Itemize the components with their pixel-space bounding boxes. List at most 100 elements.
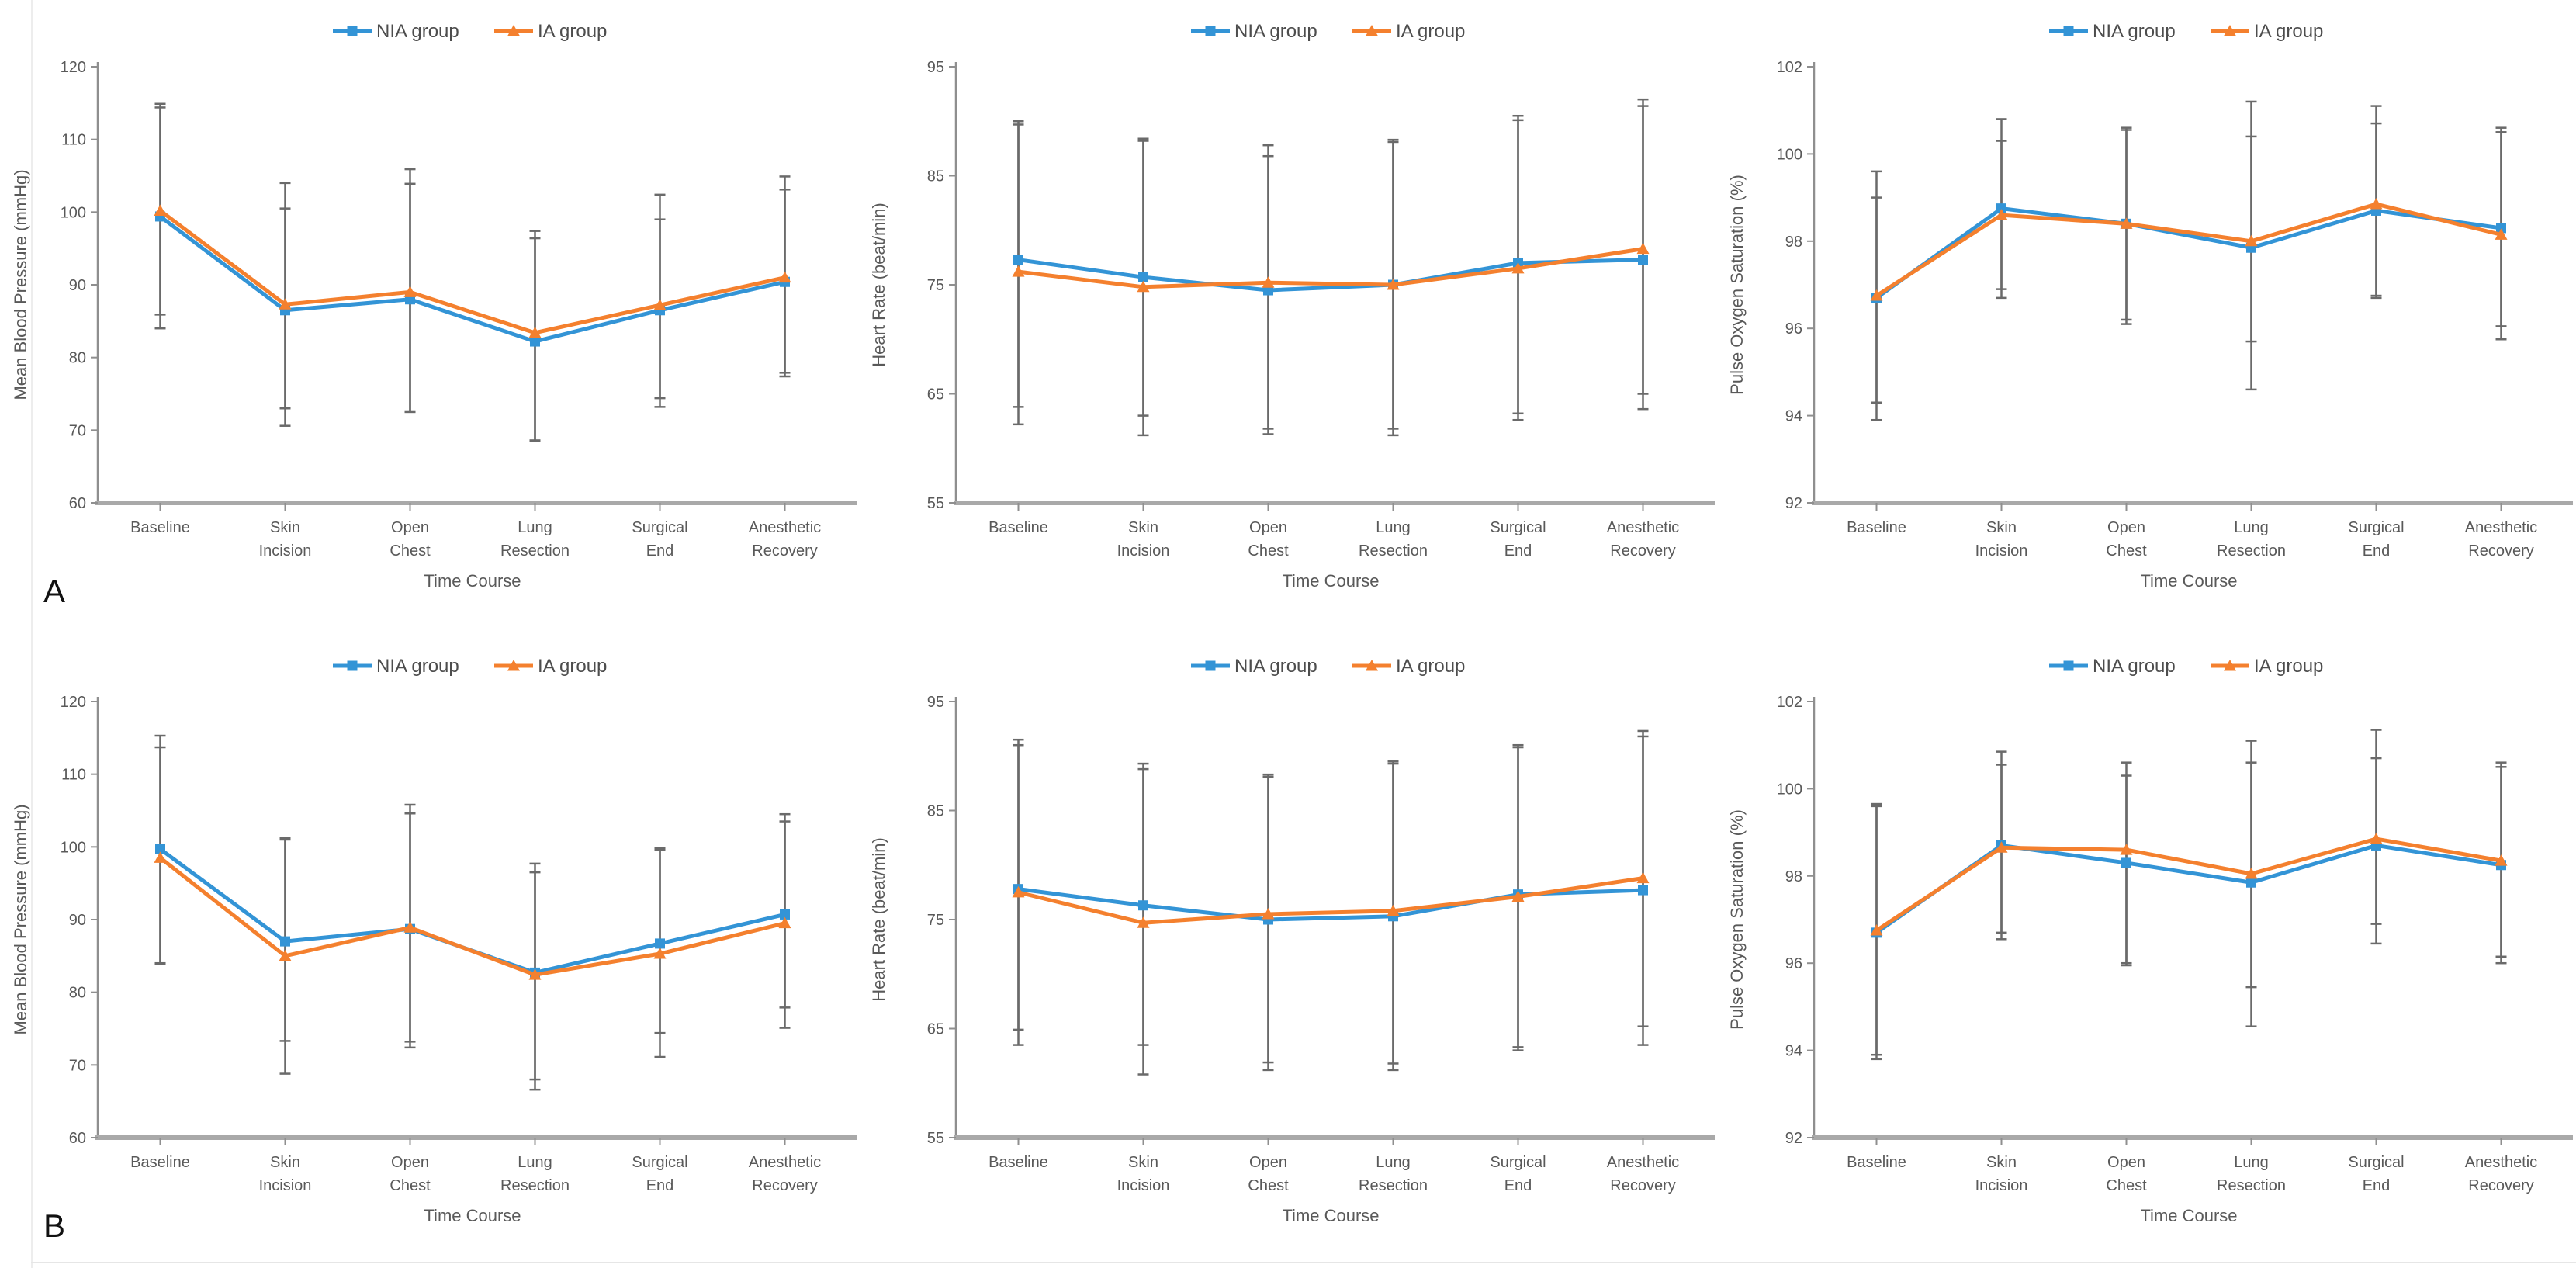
series-marker-triangle-icon	[2495, 228, 2508, 240]
chart-svg: 55 65 75 85 95 Heart Rate (beat/min) Baseline S…	[869, 21, 1715, 591]
y-tick-label: 120	[61, 59, 86, 76]
series-marker-square-icon	[1263, 285, 1273, 296]
legend-label: NIA group	[376, 656, 459, 677]
category-label: Open	[391, 1154, 429, 1171]
y-tick-label: 92	[1785, 495, 1802, 512]
y-tick-label: 90	[69, 277, 86, 294]
legend-marker-triangle-icon	[2224, 25, 2236, 36]
series-marker-triangle-icon	[1012, 885, 1025, 898]
y-tick-label: 95	[927, 59, 944, 76]
chart-svg: 55 65 75 85 95 Heart Rate (beat/min) Baseline S…	[869, 656, 1715, 1225]
y-tick-label: 96	[1785, 320, 1802, 338]
panel-label-a: A	[43, 573, 66, 609]
y-axis-title: Pulse Oxygen Saturation (%)	[1727, 175, 1747, 395]
chart-svg: 60 70 80 90 100 110 120 Mean Blood Pressure (mm…	[11, 21, 857, 591]
category-label: Open	[1249, 1154, 1287, 1171]
category-label: Baseline	[1847, 1154, 1906, 1171]
figure-left-border	[31, 0, 33, 1268]
y-tick-label: 92	[1785, 1130, 1802, 1147]
y-tick-label: 102	[1777, 59, 1802, 76]
legend-label: IA group	[2254, 656, 2323, 677]
y-tick-label: 94	[1785, 1043, 1802, 1060]
series-line-ia	[1016, 876, 1645, 925]
legend-marker-triangle-icon	[507, 25, 520, 36]
series-line-nia	[158, 847, 787, 975]
series-marker-triangle-icon	[403, 286, 417, 297]
category-label: Recovery	[752, 1177, 817, 1194]
category-label: Lung	[518, 1154, 552, 1171]
y-tick-label: 55	[927, 495, 944, 512]
category-label: Lung	[1376, 519, 1411, 536]
y-axis-title: Heart Rate (beat/min)	[869, 837, 888, 1002]
figure-bottom-border	[31, 1262, 2576, 1263]
series-marker-triangle-icon	[2120, 217, 2133, 229]
y-tick-label: 94	[1785, 408, 1802, 425]
legend-label: IA group	[2254, 21, 2323, 42]
series-marker-square-icon	[1138, 272, 1148, 282]
x-axis-title: Time Course	[1282, 571, 1379, 591]
category-label: Baseline	[130, 1154, 190, 1171]
series-marker-triangle-icon	[154, 204, 167, 216]
series-marker-triangle-icon	[1137, 916, 1150, 928]
series-marker-square-icon	[2496, 223, 2506, 234]
category-label: Surgical	[1490, 1154, 1546, 1171]
category-label: End	[1504, 542, 1532, 560]
y-tick-label: 102	[1777, 694, 1802, 711]
y-tick-label: 75	[927, 277, 944, 294]
series-line-ia	[1875, 837, 2503, 933]
series-line-nia	[1875, 206, 2503, 300]
category-label: Recovery	[1610, 542, 1675, 560]
series-line-ia	[158, 855, 787, 977]
category-label: Resection	[2217, 542, 2286, 560]
category-label: Recovery	[2468, 542, 2533, 560]
legend-marker-triangle-icon	[1366, 660, 1378, 671]
category-label: Skin	[1986, 1154, 2017, 1171]
chart-panel-b-pulse-oxygen: 92 94 96 98 100 102 Pulse Oxygen Saturation (%…	[1719, 639, 2576, 1260]
category-label: Anesthetic	[1607, 1154, 1679, 1171]
series-marker-triangle-icon	[1511, 890, 1525, 902]
legend-marker-triangle-icon	[507, 660, 520, 671]
category-label: Open	[2107, 519, 2145, 536]
x-axis-title: Time Course	[424, 571, 521, 591]
legend-marker-triangle-icon	[2224, 660, 2236, 671]
legend-label: IA group	[1396, 21, 1465, 42]
y-tick-label: 80	[69, 985, 86, 1002]
y-axis-title: Mean Blood Pressure (mmHg)	[11, 804, 30, 1034]
series-line-nia	[1875, 843, 2503, 935]
chart-panel-b-heart-rate: 55 65 75 85 95 Heart Rate (beat/min) Baseline S…	[861, 639, 1719, 1260]
category-label: Anesthetic	[2465, 519, 2537, 536]
y-tick-label: 60	[69, 495, 86, 512]
y-tick-label: 110	[61, 767, 86, 784]
category-label: Open	[1249, 519, 1287, 536]
y-tick-label: 70	[69, 422, 86, 439]
category-label: Surgical	[632, 1154, 687, 1171]
category-label: End	[2363, 542, 2391, 560]
series-line-nia	[1016, 258, 1645, 293]
y-tick-label: 100	[1777, 781, 1802, 798]
legend-label: NIA group	[1234, 656, 1317, 677]
category-label: Skin	[270, 519, 300, 536]
series-marker-triangle-icon	[2245, 234, 2258, 247]
category-label: Resection	[2217, 1177, 2286, 1194]
y-axis-title: Mean Blood Pressure (mmHg)	[11, 169, 30, 400]
y-tick-label: 100	[1777, 146, 1802, 163]
category-label: Lung	[2234, 519, 2269, 536]
y-tick-label: 98	[1785, 868, 1802, 885]
series-marker-square-icon	[1138, 900, 1148, 911]
chart-svg: 60 70 80 90 100 110 120 Mean Blood Pressure (mm…	[11, 656, 857, 1225]
series-marker-triangle-icon	[1262, 907, 1275, 920]
series-marker-triangle-icon	[1511, 262, 1525, 274]
series-marker-triangle-icon	[653, 948, 667, 959]
y-tick-label: 55	[927, 1130, 944, 1147]
category-label: Chest	[1248, 1177, 1289, 1194]
category-label: Incision	[1117, 542, 1170, 560]
y-tick-label: 85	[927, 803, 944, 820]
series-marker-triangle-icon	[778, 916, 791, 929]
series-marker-square-icon	[1996, 203, 2006, 214]
series-marker-triangle-icon	[528, 326, 542, 338]
series-marker-triangle-icon	[1636, 871, 1650, 884]
category-label: Skin	[1986, 519, 2017, 536]
y-tick-label: 65	[927, 1021, 944, 1038]
category-label: Open	[391, 519, 429, 536]
legend-marker-square-icon	[1205, 26, 1216, 36]
